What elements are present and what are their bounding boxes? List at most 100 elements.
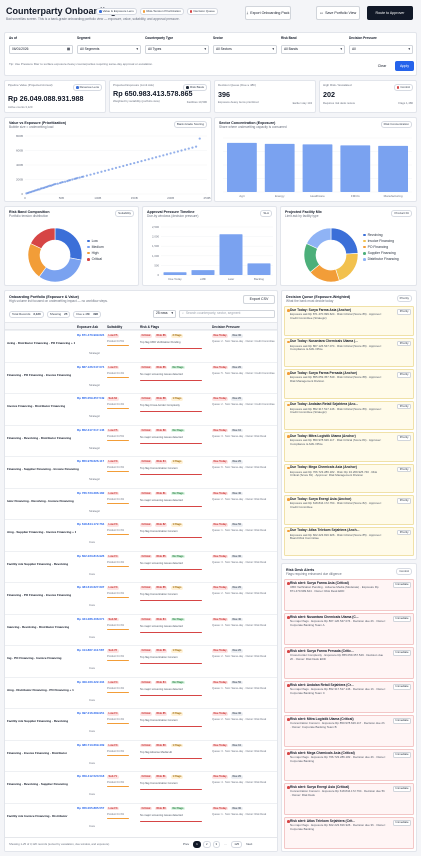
sector-label: Sector: [213, 36, 223, 40]
table-row[interactable]: Financing · Invoice Financing · Distribu…: [5, 739, 277, 772]
prev-page-button[interactable]: Prev: [181, 841, 192, 847]
table-stats: Total Records 3,120 Showing 25 Due ≤ 48h…: [9, 311, 102, 318]
timeline-tab[interactable]: SLA: [260, 210, 272, 217]
queue-item[interactable]: Due Today: Atlas Telekom Sejahtera (Anch…: [284, 526, 414, 556]
risk-band-legend: Low Medium High Critical: [87, 239, 104, 261]
legend-chip: Value & Exposure Lens: [96, 8, 137, 15]
table-row[interactable]: Financing · Revolving · Supplier Financi…: [5, 771, 277, 803]
route-approver-button[interactable]: Route to Approver: [367, 6, 413, 20]
as-of-date-input[interactable]: 06/01/2026 ▦: [9, 45, 73, 54]
sector-tab[interactable]: Risk Concentration: [380, 121, 412, 128]
table-row[interactable]: Aing · Distributor Financing · PO Financ…: [5, 676, 277, 709]
apply-button[interactable]: Apply: [395, 61, 414, 71]
queue-item[interactable]: Due Today: Mega Chemicals Asia (Anchor) E…: [284, 463, 414, 493]
facility-mix: Invoice Financing · Distributor Financin…: [7, 405, 66, 408]
queue-item[interactable]: Due Today: Surya Farma Persada (Anchor) E…: [284, 369, 414, 399]
table-row[interactable]: Aving · Distributor Financing · PO Finan…: [5, 330, 277, 362]
decision-pressure-select[interactable]: All ▾: [349, 45, 413, 54]
dot-icon: [99, 10, 102, 13]
sector-select[interactable]: All Sectors ▾: [213, 45, 277, 54]
export-pack-button[interactable]: ⤓ Export Onboarding Pack: [245, 6, 291, 20]
facility-tab[interactable]: Product Fit: [391, 210, 412, 217]
alert-item[interactable]: Risk alert: Surya Farma Persada (Critic.…: [284, 647, 414, 679]
product-fit: Product Fit 3%: [107, 781, 125, 784]
exposure-amount: Rp 414.867.112.587: [77, 648, 105, 652]
page-last-button[interactable]: 125: [231, 841, 243, 848]
queue-item[interactable]: Due Today: Surya Energi Asia (Anchor) Exp…: [284, 495, 414, 525]
table-row[interactable]: Financing · Revolving · Distributor Fina…: [5, 424, 277, 457]
table-row[interactable]: Facility mix Supplier Financing · Revolv…: [5, 708, 277, 740]
segment-select[interactable]: All Segments ▾: [77, 45, 141, 54]
pressure-badge: Due Today: [212, 712, 229, 716]
alert-item[interactable]: Risk alert: Atlas Telekom Sejahtera (Cri…: [284, 817, 414, 849]
chevron-down-icon: ▾: [272, 46, 274, 51]
page-2-button[interactable]: 2: [202, 841, 211, 848]
alert-item-desc: No major flags · Exposure Rp 602.223.816…: [290, 823, 386, 831]
risk-band-tab[interactable]: Suitability: [115, 210, 134, 217]
table-row[interactable]: Ing · PO Financing · Invoice Financing Rp…: [5, 645, 277, 677]
save-view-button[interactable]: ▭ Save Portfolio View: [316, 6, 360, 20]
next-page-button[interactable]: Next: [244, 841, 255, 847]
queue-item[interactable]: Due Today: Andalan Retail Sejahtera (Anc…: [284, 400, 414, 430]
kpi-tag: Revenue Lens: [73, 84, 102, 91]
tier-label: Core: [89, 571, 96, 576]
filter-tip: Tip: Use Pressure filter to surface expo…: [9, 62, 153, 66]
alert-item[interactable]: Risk alert: Surya Farma Asia (Critical) U…: [284, 579, 414, 611]
table-row[interactable]: Financing · PO Financing · Invoice Finan…: [5, 361, 277, 394]
table-row[interactable]: Financing · PO Financing · Invoice Finan…: [5, 582, 277, 614]
table-row[interactable]: Financing · Supplier Financing · Invoice…: [5, 456, 277, 488]
calendar-icon: ▦: [66, 46, 70, 51]
table-row[interactable]: Invoice Financing · Distributor Financin…: [5, 393, 277, 425]
facility-mix: Aving · Distributor Financing · PO Finan…: [7, 342, 76, 345]
table-row[interactable]: Inancing · Revolving · Distributor Finan…: [5, 613, 277, 646]
suitability-bar: [107, 817, 129, 819]
due-badge: Due 2h: [231, 649, 243, 653]
product-fit: Product Fit 3%: [107, 466, 125, 469]
risk-band-select[interactable]: All Bands ▾: [281, 45, 345, 54]
risk-badge: Critical: [140, 428, 152, 433]
queue-item[interactable]: Due Today: Surya Farma Asia (Anchor) Expo…: [284, 306, 414, 336]
alert-item[interactable]: Risk alert: Mega Chemicals Asia (Critica…: [284, 749, 414, 781]
table-search-input[interactable]: ⌕ Search counterparty, sector, segment: [179, 310, 275, 318]
table-row[interactable]: Facility mix Supplier Financing · Revolv…: [5, 550, 277, 583]
alert-item-desc: Concentration Concern · Exposure Rp 850.…: [290, 721, 385, 729]
queue-item[interactable]: Due Today: Mitra Logistik Utama (Anchor)…: [284, 432, 414, 462]
alert-item[interactable]: Risk alert: Andalan Retail Sejahtera (Cr…: [284, 681, 414, 713]
exposure-amount: Rp 602.223.816.926: [77, 553, 105, 558]
tier-label: Core: [89, 697, 96, 702]
table-row[interactable]: Aing · Supplier Financing · Invoice Fina…: [5, 519, 277, 551]
x-tick-label: 200B: [167, 196, 174, 200]
alert-item[interactable]: Risk alert: Surya Energi Asia (Critical)…: [284, 783, 414, 815]
counterparty-type-select[interactable]: All Types ▾: [145, 45, 209, 54]
scatter-point: [107, 168, 110, 171]
score-badge: Risk 81: [155, 491, 168, 496]
exposure-amount: Rp 618.844.172.764: [77, 522, 105, 526]
page-1-button[interactable]: 1: [193, 841, 201, 848]
queue-item[interactable]: Due Today: Nusantara Chemicals Utama (..…: [284, 337, 414, 367]
alert-dot-icon: [287, 752, 290, 755]
flag-text: No major screening issues detected: [140, 624, 183, 628]
pressure-badge: Due Today: [212, 491, 229, 496]
flag-text: Top flag Concentration Concern: [140, 656, 178, 659]
rows-per-page-select[interactable]: 25 rows ▾: [153, 310, 176, 318]
page-3-button[interactable]: 3: [212, 841, 221, 848]
pressure-badge: Due Today: [212, 523, 229, 527]
alert-item[interactable]: Risk alert: Nusantara Chemicals Utama (C…: [284, 613, 414, 645]
scatter-tab[interactable]: Bank-Grade Scoring: [173, 121, 207, 128]
facility-title: Projected Facility Mix: [285, 210, 322, 214]
flag-badge: 1 Flags: [171, 586, 183, 590]
scatter-point: [184, 148, 187, 151]
pressure-detail: Queue: 1 · SLA: Same-day · Owner: Risk D…: [212, 686, 267, 690]
sector-bar: [227, 142, 257, 192]
alert-item[interactable]: Risk alert: Mitra Logistik Utama (Critic…: [284, 715, 414, 747]
product-fit: Product Fit 5%: [107, 340, 125, 343]
pressure-detail: Queue: 2 · SLA: Same-day · Owner: Risk D…: [212, 718, 267, 721]
alerts-tab[interactable]: Control: [396, 568, 412, 575]
table-row[interactable]: Iutor Financing · Revolving · Invoice Fi…: [5, 487, 277, 520]
sector-bar: [378, 145, 408, 192]
table-row[interactable]: Facility mix Invoice Financing · Distrib…: [5, 802, 277, 835]
queue-tab[interactable]: Priority: [396, 295, 412, 302]
pressure-detail: Queue: 5 · SLA: Same-day · Owner: Credit…: [212, 371, 275, 375]
clear-button[interactable]: Clear: [373, 61, 391, 71]
export-csv-button[interactable]: Export CSV: [243, 295, 275, 304]
